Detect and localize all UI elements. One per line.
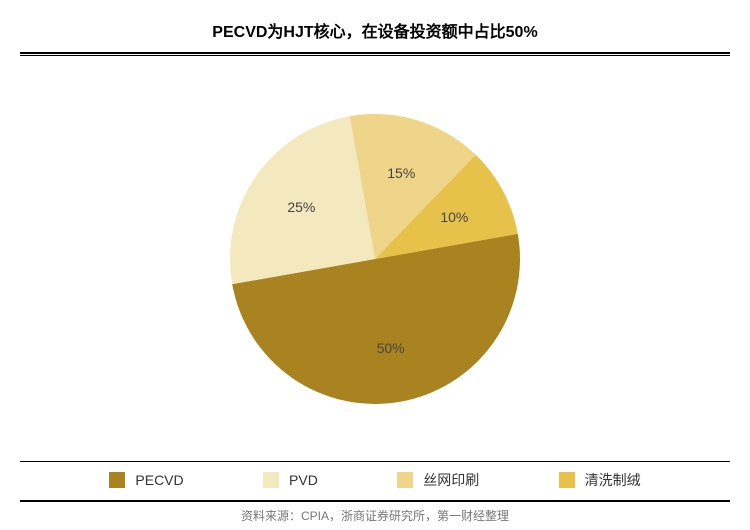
legend-item-PECVD: PECVD [109, 472, 183, 488]
legend-swatch [109, 472, 125, 488]
top-rule-thick [20, 52, 730, 54]
legend-label: 清洗制绒 [585, 470, 641, 490]
chart-title: PECVD为HJT核心，在设备投资额中占比50% [20, 12, 730, 52]
legend-swatch [397, 472, 413, 488]
bottom-rule-thick [20, 500, 730, 502]
pie-svg [230, 114, 520, 404]
legend-item-清洗制绒: 清洗制绒 [559, 470, 641, 490]
legend: PECVD PVD 丝网印刷 清洗制绒 [20, 462, 730, 500]
chart-frame: PECVD为HJT核心，在设备投资额中占比50% 50% 25% 15% 10% PE… [20, 12, 730, 502]
pie-chart: 50% 25% 15% 10% [230, 114, 520, 404]
legend-label: 丝网印刷 [423, 470, 479, 490]
legend-label: PVD [289, 472, 318, 488]
slice-label-PVD: 25% [287, 199, 315, 215]
legend-swatch [263, 472, 279, 488]
slice-label-丝网印刷: 15% [387, 165, 415, 181]
chart-area: 50% 25% 15% 10% [20, 56, 730, 460]
legend-label: PECVD [135, 472, 183, 488]
legend-item-PVD: PVD [263, 472, 318, 488]
legend-item-丝网印刷: 丝网印刷 [397, 470, 479, 490]
slice-label-清洗制绒: 10% [440, 209, 468, 225]
legend-swatch [559, 472, 575, 488]
source-text: 资料来源：CPIA，浙商证券研究所，第一财经整理 [0, 507, 750, 524]
slice-label-PECVD: 50% [377, 340, 405, 356]
